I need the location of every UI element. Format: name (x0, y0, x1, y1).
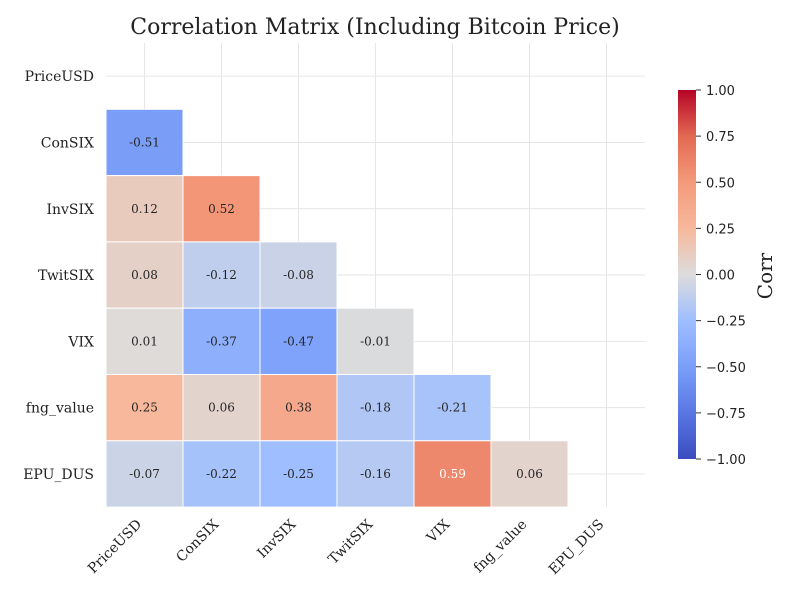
y-tick-label: VIX (67, 334, 94, 350)
heatmap-cell (413, 374, 492, 442)
cell-value-label: -0.21 (437, 401, 468, 415)
heatmap-cell (105, 440, 184, 508)
y-tick-label: ConSIX (41, 135, 94, 151)
y-tick-label: fng_value (26, 401, 94, 417)
y-tick-label: TwitSIX (38, 268, 94, 284)
x-tick-label: VIX (423, 517, 453, 547)
heatmap-cell (336, 307, 415, 376)
colorbar-tick-label: −0.50 (706, 361, 746, 376)
heatmap-cell (259, 241, 338, 309)
x-tick-label: ConSIX (173, 517, 222, 566)
chart-title: Correlation Matrix (Including Bitcoin Pr… (130, 15, 619, 40)
x-tick-label: InvSIX (254, 517, 299, 562)
cell-value-label: 0.06 (208, 401, 235, 415)
cell-value-label: -0.01 (360, 334, 391, 348)
heatmap-cell (105, 374, 184, 442)
cell-value-label: -0.07 (129, 467, 160, 481)
x-tick-labels: PriceUSD ConSIX InvSIX TwitSIX VIX fng_value E… (85, 517, 607, 578)
colorbar-tick-label: −0.75 (706, 407, 746, 422)
cell-value-label: -0.25 (283, 467, 314, 481)
heatmap-cell (182, 241, 261, 309)
cell-value-label: -0.16 (360, 467, 391, 481)
cell-value-label: 0.08 (131, 268, 158, 282)
heatmap-cell (182, 440, 261, 508)
cell-value-label: 0.06 (516, 467, 543, 481)
cell-value-label: 0.25 (131, 401, 158, 415)
x-tick-label: TwitSIX (325, 517, 376, 568)
y-tick-labels: PriceUSD ConSIX InvSIX TwitSIX VIX fng_value E… (23, 69, 94, 483)
x-tick-label: EPU_DUS (546, 517, 607, 578)
cell-value-label: -0.47 (283, 334, 314, 348)
heatmap-cell (105, 108, 184, 177)
colorbar-tick-label: −1.00 (706, 453, 746, 468)
colorbar-tick-label: 0.50 (706, 176, 735, 191)
colorbar: 1.00 0.75 0.50 0.25 0.00 −0.25 −0.50 −0.75 −1.00… (678, 84, 777, 468)
cell-value-label: -0.08 (283, 268, 314, 282)
colorbar-tick-label: 0.00 (706, 269, 735, 284)
x-tick-label: PriceUSD (85, 517, 145, 577)
heatmap-cell (182, 307, 261, 376)
heatmap-cell (182, 374, 261, 442)
heatmap-cell (259, 440, 338, 508)
heatmap-cells: -0.51 0.12 0.52 0.08 -0.12 -0.08 0.01 -0.37 -0.4… (105, 108, 569, 508)
cell-value-label: -0.37 (206, 334, 237, 348)
y-tick-label: PriceUSD (25, 69, 94, 85)
y-tick-label: EPU_DUS (23, 467, 94, 483)
colorbar-tick-label: 0.25 (706, 222, 735, 237)
heatmap-cell (105, 307, 184, 376)
heatmap-cell (259, 307, 338, 376)
y-tick-label: InvSIX (46, 202, 94, 218)
colorbar-label: Corr (753, 252, 777, 299)
colorbar-gradient (678, 90, 696, 459)
colorbar-tick-label: −0.25 (706, 315, 746, 330)
cell-value-label: -0.51 (129, 135, 160, 149)
colorbar-ticks: 1.00 0.75 0.50 0.25 0.00 −0.25 −0.50 −0.75 −1.00 (696, 84, 746, 468)
cell-value-label: -0.18 (360, 401, 391, 415)
colorbar-tick-label: 1.00 (706, 84, 735, 99)
cell-value-label: -0.22 (206, 467, 237, 481)
heatmap-cell (413, 440, 492, 508)
cell-value-label: 0.01 (131, 334, 158, 348)
x-tick-label: fng_value (471, 517, 531, 577)
cell-value-label: 0.59 (439, 467, 466, 481)
cell-value-label: 0.12 (131, 202, 158, 216)
cell-value-label: 0.38 (285, 401, 312, 415)
heatmap-cell (490, 440, 569, 508)
cell-value-label: 0.52 (208, 202, 235, 216)
cell-value-label: -0.12 (206, 268, 237, 282)
colorbar-tick-label: 0.75 (706, 130, 735, 145)
heatmap-cell (182, 175, 261, 243)
